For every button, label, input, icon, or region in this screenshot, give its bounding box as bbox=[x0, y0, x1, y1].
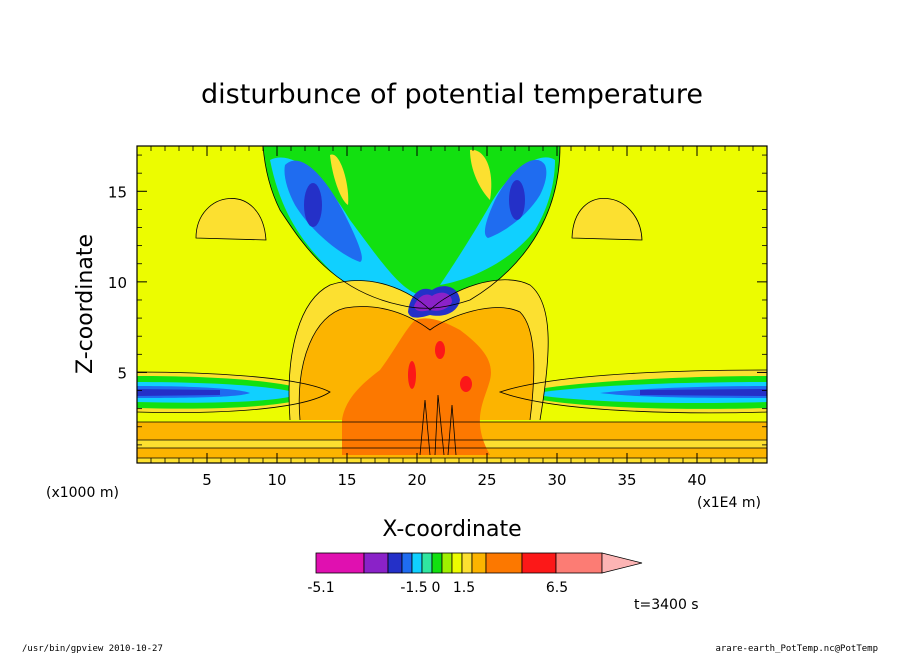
x-tick-label: 20 bbox=[407, 471, 426, 489]
bubble-right bbox=[571, 198, 643, 241]
right-layer-darkblue bbox=[640, 389, 767, 396]
plume-orange bbox=[342, 318, 491, 455]
colorbar-swatch bbox=[461, 552, 473, 574]
colorbar-swatch bbox=[485, 552, 523, 574]
y-units-label: (x1000 m) bbox=[46, 485, 119, 501]
footer-left: /usr/bin/gpview 2010-10-27 bbox=[22, 644, 163, 654]
colorbar-label: -5.1 bbox=[307, 580, 334, 596]
contour-lines bbox=[137, 146, 767, 459]
y-tick-label: 10 bbox=[108, 274, 127, 292]
hot-core-2 bbox=[460, 376, 472, 392]
time-label: t=3400 s bbox=[634, 597, 699, 613]
y-axis-label: Z-coordinate bbox=[73, 234, 98, 374]
colorbar-swatch bbox=[521, 552, 557, 574]
colorbar-swatch bbox=[421, 552, 433, 574]
y-axis: 5 10 15 bbox=[108, 154, 767, 446]
colorbar-swatch bbox=[441, 552, 453, 574]
colorbar-swatch bbox=[363, 552, 389, 574]
arm-left-blue bbox=[284, 160, 362, 262]
bubble-left bbox=[195, 198, 267, 241]
colorbar-tick-labels: -5.1 -1.5 0 1.5 6.5 bbox=[307, 580, 568, 596]
colorbar-label: -1.5 bbox=[400, 580, 427, 596]
x-multiplier-label: (x1E4 m) bbox=[697, 495, 761, 511]
y-tick-label: 5 bbox=[117, 364, 127, 382]
core-right bbox=[509, 180, 525, 220]
x-axis-label: X-coordinate bbox=[382, 517, 521, 542]
colorbar-swatch bbox=[315, 552, 365, 574]
footer-right: arare-earth_PotTemp.nc@PotTemp bbox=[715, 644, 878, 654]
colorbar bbox=[315, 552, 643, 574]
colorbar-swatch bbox=[431, 552, 443, 574]
colorbar-swatch bbox=[451, 552, 463, 574]
plot-frame bbox=[136, 145, 768, 464]
hot-core-1 bbox=[408, 361, 416, 389]
colorbar-label: 6.5 bbox=[546, 580, 568, 596]
streak-left-yellow bbox=[330, 154, 349, 205]
x-tick-label: 15 bbox=[337, 471, 356, 489]
colorbar-swatch bbox=[555, 552, 603, 574]
colorbar-arrow bbox=[601, 552, 643, 574]
chart-title: disturbunce of potential temperature bbox=[201, 79, 703, 110]
x-tick-label: 30 bbox=[547, 471, 566, 489]
contour-field bbox=[137, 146, 767, 463]
left-layer-darkblue bbox=[137, 389, 220, 396]
y-tick-label: 15 bbox=[108, 183, 127, 201]
x-tick-label: 10 bbox=[267, 471, 286, 489]
x-tick-label: 5 bbox=[202, 471, 212, 489]
colorbar-label: 0 bbox=[432, 580, 441, 596]
core-left bbox=[304, 183, 322, 227]
x-tick-label: 25 bbox=[477, 471, 496, 489]
colorbar-swatch bbox=[401, 552, 413, 574]
colorbar-swatch bbox=[471, 552, 487, 574]
colorbar-label: 1.5 bbox=[453, 580, 475, 596]
streak-right-yellow bbox=[470, 149, 492, 200]
x-tick-label: 35 bbox=[617, 471, 636, 489]
colorbar-swatch bbox=[387, 552, 403, 574]
x-tick-label: 40 bbox=[687, 471, 706, 489]
hot-core-3 bbox=[435, 341, 445, 359]
x-axis: 5 10 15 20 25 30 35 40 bbox=[150, 146, 754, 489]
colorbar-swatch bbox=[411, 552, 423, 574]
